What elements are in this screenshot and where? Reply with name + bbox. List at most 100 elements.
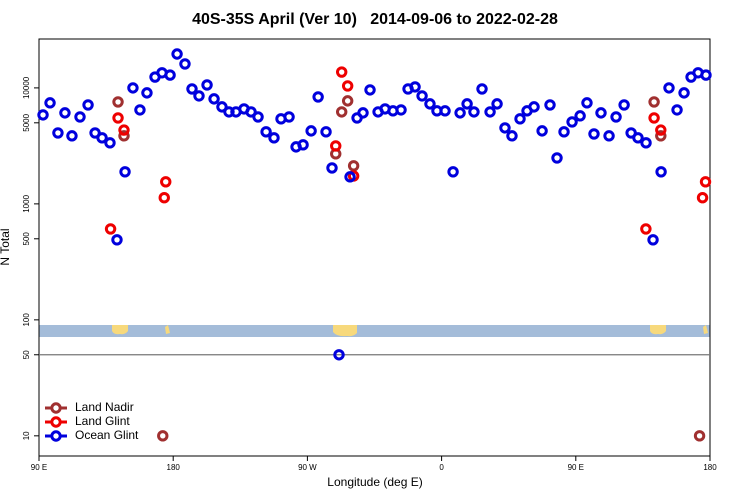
- point: [112, 112, 124, 124]
- point: [499, 122, 511, 134]
- point: [395, 104, 407, 116]
- point: [52, 127, 64, 139]
- y-axis-label: N Total: [0, 228, 12, 265]
- point: [655, 130, 667, 142]
- point: [127, 82, 139, 94]
- point: [82, 99, 94, 111]
- point: [216, 101, 228, 113]
- point: [344, 171, 356, 183]
- point: [528, 101, 540, 113]
- point: [647, 234, 659, 246]
- point: [37, 109, 49, 121]
- x-tick-label: 90 E: [568, 463, 584, 472]
- point: [333, 349, 345, 361]
- point: [506, 130, 518, 142]
- point: [341, 95, 354, 107]
- point: [330, 140, 342, 152]
- point: [357, 107, 369, 119]
- legend-label: Ocean Glint: [75, 428, 139, 442]
- point: [424, 98, 436, 110]
- point: [171, 48, 183, 60]
- point: [603, 130, 615, 142]
- point: [610, 111, 622, 123]
- point: [74, 111, 86, 123]
- legend-marker: [50, 416, 62, 428]
- point: [447, 166, 459, 178]
- point: [536, 125, 548, 137]
- point: [305, 125, 317, 137]
- point: [268, 132, 280, 144]
- x-tick-label: 180: [167, 463, 181, 472]
- point: [134, 104, 146, 116]
- point: [439, 105, 451, 117]
- point: [193, 90, 205, 102]
- point: [461, 98, 473, 110]
- point: [588, 128, 600, 140]
- x-axis-label: Longitude (deg E): [327, 475, 422, 489]
- point: [648, 96, 660, 108]
- point: [96, 132, 108, 144]
- y-tick-label: 5000: [22, 113, 31, 131]
- point: [141, 87, 153, 99]
- y-tick-label: 500: [22, 232, 31, 246]
- point: [104, 223, 117, 235]
- legend-label: Land Glint: [75, 414, 130, 428]
- point: [468, 106, 480, 118]
- point: [696, 192, 709, 204]
- point: [164, 69, 176, 81]
- point: [655, 124, 667, 136]
- point: [186, 83, 198, 95]
- y-tick-label: 50: [22, 350, 31, 359]
- point: [544, 99, 556, 111]
- point: [581, 97, 593, 109]
- chart-title: 40S-35S April (Ver 10) 2014-09-06 to 202…: [192, 11, 558, 28]
- point: [678, 87, 690, 99]
- point: [655, 166, 667, 178]
- point: [283, 111, 295, 123]
- y-tick-label: 10000: [22, 76, 31, 99]
- point: [119, 166, 131, 178]
- map-strip: [39, 325, 710, 337]
- point: [484, 106, 496, 118]
- point: [111, 234, 123, 246]
- point: [341, 80, 354, 92]
- point: [297, 139, 309, 151]
- point: [640, 137, 652, 149]
- point: [118, 130, 130, 142]
- point: [416, 90, 428, 102]
- point: [312, 91, 324, 103]
- point: [663, 82, 675, 94]
- point: [66, 130, 78, 142]
- point: [118, 124, 130, 136]
- point: [476, 83, 488, 95]
- y-tick-label: 10: [22, 431, 31, 440]
- legend-marker: [50, 402, 62, 414]
- point: [252, 111, 264, 123]
- x-tick-label: 90 E: [31, 463, 47, 472]
- point: [335, 66, 348, 78]
- point: [364, 84, 376, 96]
- point: [158, 192, 170, 204]
- y-tick-label: 1000: [22, 194, 31, 212]
- point: [491, 98, 503, 110]
- point: [618, 99, 630, 111]
- point: [566, 116, 578, 128]
- point: [347, 160, 360, 172]
- point: [335, 106, 348, 118]
- point: [179, 58, 191, 70]
- point: [574, 110, 586, 122]
- point: [648, 112, 660, 124]
- point: [632, 132, 644, 144]
- point: [595, 107, 607, 119]
- point: [157, 430, 169, 442]
- point: [700, 69, 712, 81]
- point: [699, 176, 712, 188]
- point: [245, 106, 257, 118]
- point: [551, 152, 563, 164]
- point: [671, 104, 683, 116]
- point: [409, 81, 421, 93]
- y-tick-label: 100: [22, 313, 31, 327]
- plot-frame: [38, 38, 711, 457]
- point: [693, 430, 706, 442]
